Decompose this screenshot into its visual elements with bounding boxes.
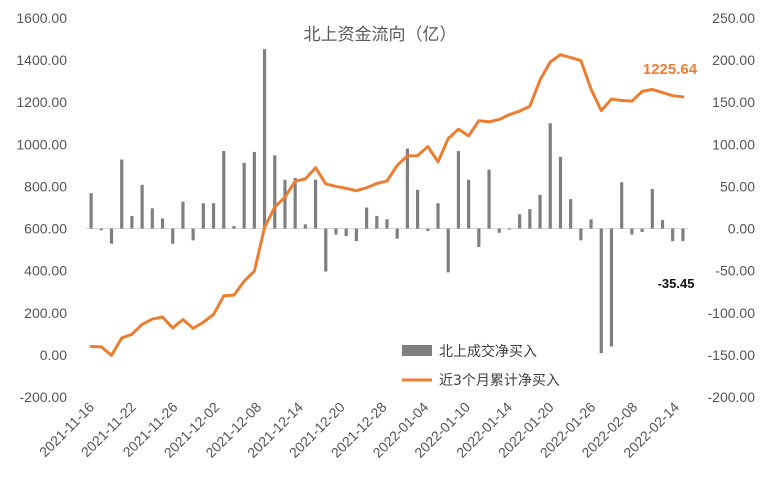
right-tick-label: -100.00	[708, 305, 756, 321]
left-tick-label: -200.00	[20, 389, 68, 405]
right-tick-label: -50.00	[715, 263, 755, 279]
left-tick-label: 600.00	[24, 221, 67, 237]
bar	[579, 228, 583, 241]
bar	[211, 203, 216, 229]
bar	[436, 203, 440, 229]
bar	[467, 179, 471, 229]
line-path	[89, 53, 685, 357]
line-series	[89, 53, 685, 357]
bar	[181, 201, 185, 229]
bar	[650, 188, 654, 229]
bar	[293, 178, 297, 229]
bar	[89, 193, 93, 229]
bar	[630, 228, 634, 235]
bar	[242, 162, 246, 229]
right-axis: -200.00 -150.00 -100.00 -50.00 0.00 50.00 100.…	[708, 10, 756, 405]
bar	[262, 49, 267, 229]
bar	[150, 208, 154, 229]
bar	[589, 219, 593, 229]
legend-bar-swatch	[402, 345, 432, 356]
bar	[334, 228, 338, 235]
right-tick-label: 0.00	[728, 221, 755, 237]
bar	[558, 156, 563, 229]
bar	[416, 189, 420, 229]
bar	[660, 220, 665, 229]
bar	[620, 182, 624, 229]
left-tick-label: 1200.00	[16, 94, 67, 110]
bar	[375, 215, 379, 229]
bar	[273, 155, 277, 229]
right-tick-label: 50.00	[720, 178, 755, 194]
bar	[640, 228, 644, 232]
right-tick-label: 250.00	[712, 10, 755, 26]
right-tick-label: 100.00	[712, 136, 755, 152]
bar	[252, 151, 256, 229]
bar	[426, 228, 430, 232]
bar	[130, 215, 134, 229]
bar	[160, 218, 165, 229]
left-tick-label: 0.00	[40, 347, 67, 363]
bar	[681, 228, 685, 242]
x-axis: 2021-11-162021-11-222021-11-262021-12-02…	[36, 399, 682, 461]
right-tick-label: 200.00	[712, 52, 755, 68]
legend-line-label: 近3个月累计净买入	[439, 373, 560, 389]
bar	[385, 219, 389, 229]
left-axis: -200.00 0.00 200.00 400.00 600.00 800.00 1000.…	[16, 10, 67, 405]
bar	[201, 203, 205, 229]
bar	[191, 228, 195, 241]
left-tick-label: 200.00	[24, 305, 67, 321]
bar	[671, 228, 675, 242]
bar	[477, 228, 481, 248]
bar	[171, 228, 175, 244]
bar	[140, 184, 144, 229]
bar	[456, 151, 461, 229]
bar-series	[89, 49, 685, 354]
bar	[507, 228, 512, 230]
right-tick-label: 150.00	[712, 94, 755, 110]
left-tick-label: 1400.00	[16, 52, 67, 68]
bar	[120, 159, 124, 229]
bar	[395, 228, 399, 239]
bar	[405, 148, 410, 229]
bar	[283, 179, 287, 229]
bar	[354, 228, 358, 242]
bar	[232, 226, 236, 229]
bar	[99, 228, 103, 231]
left-tick-label: 800.00	[24, 178, 67, 194]
bar	[538, 194, 542, 229]
bar	[446, 228, 450, 273]
bar	[303, 224, 307, 229]
legend-bar-label: 北上成交净买入	[439, 343, 537, 360]
bar	[364, 207, 369, 229]
left-tick-label: 1000.00	[16, 136, 67, 152]
line-last-value-label: 1225.64	[643, 61, 698, 78]
bar	[313, 179, 318, 229]
left-tick-label: 1600.00	[16, 10, 67, 26]
bar	[548, 123, 552, 229]
bar-last-value-label: -35.45	[658, 276, 695, 291]
right-tick-label: -150.00	[708, 347, 756, 363]
left-tick-label: 400.00	[24, 263, 67, 279]
bar	[497, 228, 501, 233]
bar	[518, 214, 522, 229]
annotations: 1225.64 -35.45	[643, 61, 698, 291]
bar	[487, 169, 491, 229]
bar	[344, 228, 348, 237]
bar	[109, 228, 114, 244]
chart-title: 北上资金流向（亿）	[304, 25, 457, 45]
bar	[222, 151, 226, 229]
bar	[569, 199, 573, 229]
bar	[599, 228, 603, 354]
right-tick-label: -200.00	[708, 389, 756, 405]
bar	[324, 228, 328, 272]
bar	[609, 228, 614, 347]
bar	[528, 209, 532, 229]
